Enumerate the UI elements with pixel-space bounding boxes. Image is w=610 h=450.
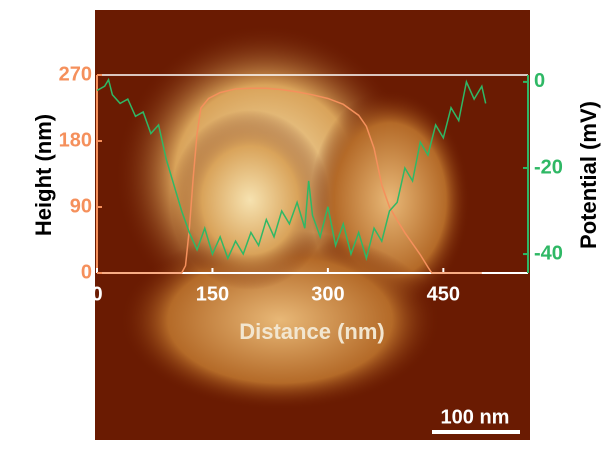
y-tick-label: 90: [70, 195, 92, 217]
x-tick-label: 0: [91, 283, 102, 305]
x-tick-label: 450: [427, 283, 460, 305]
y2-axis-label: Potential (mV): [576, 101, 601, 249]
y-tick-label: 0: [81, 261, 92, 283]
y-tick-label: 270: [59, 63, 92, 85]
scale-bar-label: 100 nm: [441, 406, 510, 428]
x-axis-label: Distance (nm): [239, 319, 384, 344]
y-axis-label: Height (nm): [31, 114, 56, 236]
y-tick-label: 180: [59, 129, 92, 151]
y2-tick-label: -40: [534, 242, 563, 264]
series-line: [97, 87, 482, 274]
y2-tick-label: -20: [534, 156, 563, 178]
series-line: [96, 77, 487, 262]
y2-tick-label: 0: [534, 70, 545, 92]
x-tick-label: 150: [196, 283, 229, 305]
x-tick-label: 300: [311, 283, 344, 305]
